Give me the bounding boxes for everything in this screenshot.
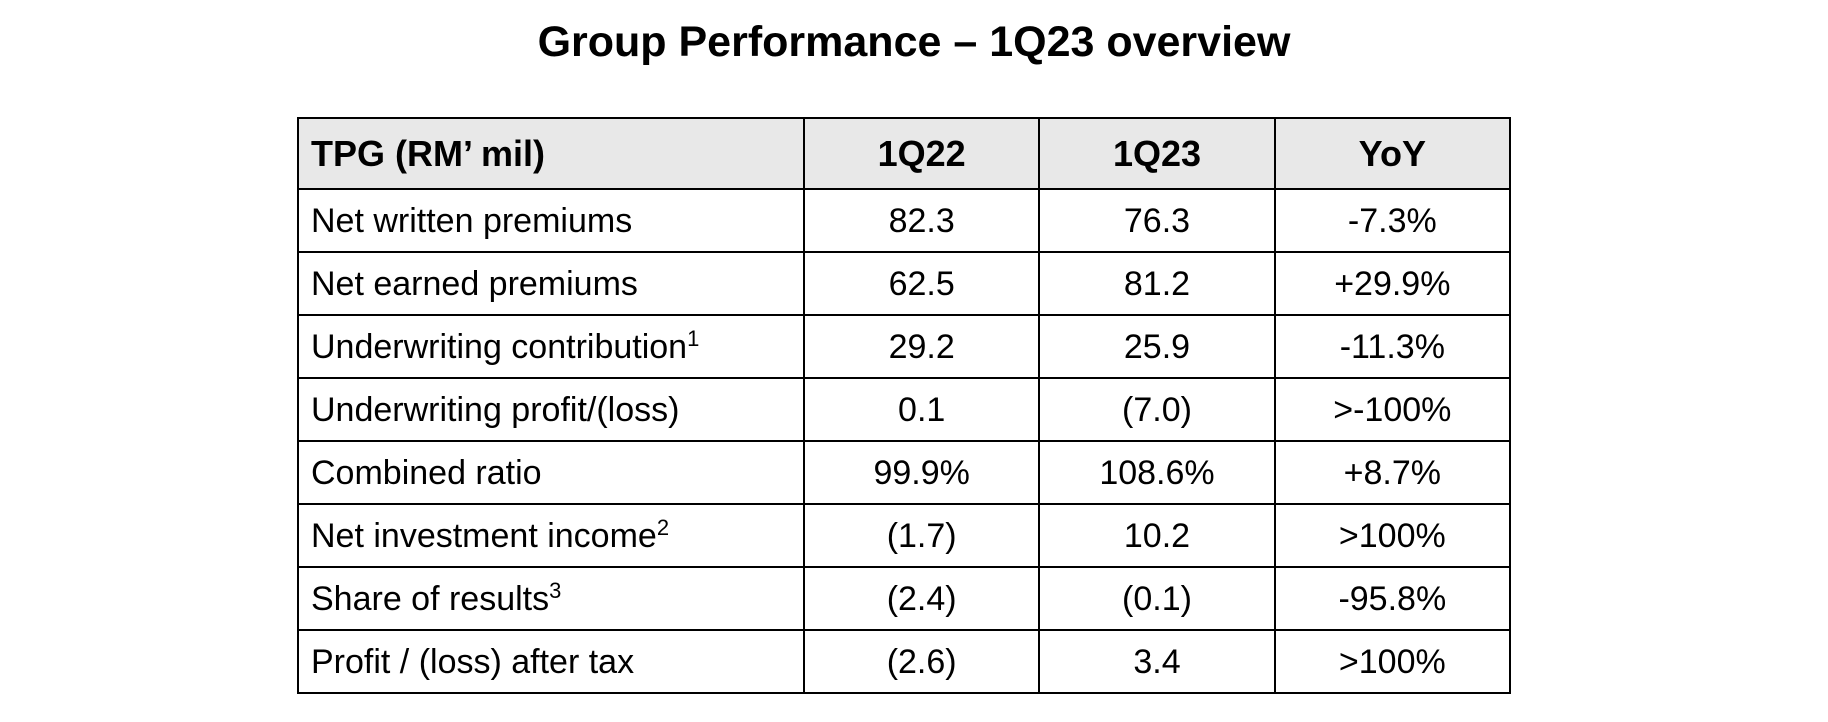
- value-1q23: (7.0): [1038, 377, 1276, 442]
- row-label: Net written premiums: [311, 201, 633, 240]
- value-yoy: >100%: [1273, 629, 1512, 694]
- page-title: Group Performance – 1Q23 overview: [537, 18, 1291, 66]
- value-yoy: -11.3%: [1273, 314, 1512, 379]
- row-label: Underwriting profit/(loss): [311, 390, 680, 429]
- value-1q22: 29.2: [802, 314, 1041, 379]
- row-label-cell: Underwriting profit/(loss): [297, 377, 805, 442]
- row-label-cell: Net earned premiums: [297, 251, 805, 316]
- row-label: Profit / (loss) after tax: [311, 642, 635, 681]
- value-1q23: 108.6%: [1038, 440, 1276, 505]
- footnote-marker: 3: [549, 577, 562, 603]
- row-label-cell: Net investment income2: [297, 503, 805, 568]
- table-row: Combined ratio 99.9% 108.6% +8.7%: [297, 440, 1512, 505]
- value-1q22: (2.4): [802, 566, 1041, 631]
- row-label: Combined ratio: [311, 453, 542, 492]
- table-row: Net written premiums 82.3 76.3 -7.3%: [297, 188, 1512, 253]
- value-1q22: 99.9%: [802, 440, 1041, 505]
- value-yoy: >-100%: [1273, 377, 1512, 442]
- value-1q23: 81.2: [1038, 251, 1276, 316]
- value-1q22: 0.1: [802, 377, 1041, 442]
- row-label: Net earned premiums: [311, 264, 638, 303]
- value-1q23: 10.2: [1038, 503, 1276, 568]
- header-1q23: 1Q23: [1038, 117, 1276, 190]
- row-label: Underwriting contribution: [311, 327, 688, 366]
- table-row: Underwriting contribution1 29.2 25.9 -11.3%: [297, 314, 1512, 379]
- value-1q23: 76.3: [1038, 188, 1276, 253]
- value-1q23: (0.1): [1038, 566, 1276, 631]
- header-yoy: YoY: [1273, 117, 1512, 190]
- table-row: Share of results3 (2.4) (0.1) -95.8%: [297, 566, 1512, 631]
- value-1q23: 25.9: [1038, 314, 1276, 379]
- value-yoy: +29.9%: [1273, 251, 1512, 316]
- row-label-cell: Combined ratio: [297, 440, 805, 505]
- row-label-cell: Underwriting contribution1: [297, 314, 805, 379]
- row-label-cell: Profit / (loss) after tax: [297, 629, 805, 694]
- performance-table: TPG (RM’ mil) 1Q22 1Q23 YoY Net written …: [297, 117, 1512, 694]
- footnote-marker: 1: [687, 325, 700, 351]
- value-1q22: 62.5: [802, 251, 1041, 316]
- row-label-cell: Share of results3: [297, 566, 805, 631]
- row-label: Share of results: [311, 579, 550, 618]
- table-row: Underwriting profit/(loss) 0.1 (7.0) >-100%: [297, 377, 1512, 442]
- header-label-column: TPG (RM’ mil): [297, 117, 805, 190]
- row-label: Net investment income: [311, 516, 657, 555]
- value-yoy: +8.7%: [1273, 440, 1512, 505]
- footnote-marker: 2: [656, 514, 670, 540]
- table-row: Net earned premiums 62.5 81.2 +29.9%: [297, 251, 1512, 316]
- table-row: Profit / (loss) after tax (2.6) 3.4 >100%: [297, 629, 1512, 694]
- table-body: Net written premiums 82.3 76.3 -7.3% Net ear…: [297, 188, 1512, 694]
- value-1q22: (2.6): [802, 629, 1041, 694]
- value-yoy: -95.8%: [1273, 566, 1512, 631]
- table-header: TPG (RM’ mil) 1Q22 1Q23 YoY: [297, 117, 1512, 190]
- header-row: TPG (RM’ mil) 1Q22 1Q23 YoY: [297, 117, 1512, 190]
- row-label-cell: Net written premiums: [297, 188, 805, 253]
- header-1q22: 1Q22: [802, 117, 1041, 190]
- value-yoy: >100%: [1273, 503, 1512, 568]
- value-yoy: -7.3%: [1273, 188, 1512, 253]
- value-1q22: (1.7): [802, 503, 1041, 568]
- value-1q22: 82.3: [802, 188, 1041, 253]
- table-row: Net investment income2 (1.7) 10.2 >100%: [297, 503, 1512, 568]
- value-1q23: 3.4: [1038, 629, 1276, 694]
